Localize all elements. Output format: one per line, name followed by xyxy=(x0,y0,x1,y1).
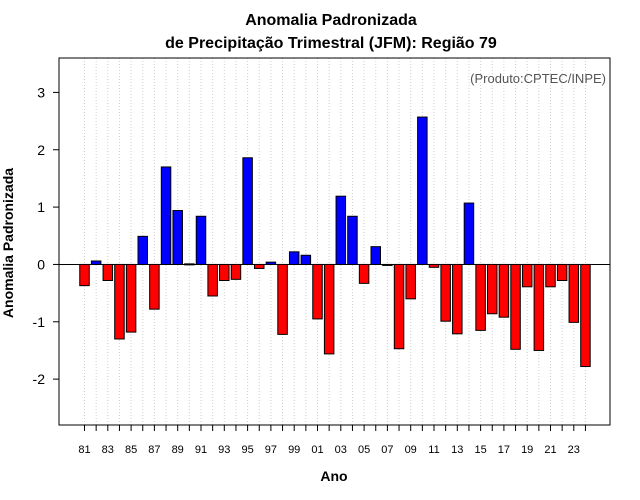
bar-2014: 2014: 1.07 xyxy=(463,202,475,265)
bar-1984: 1984: -1.3 xyxy=(114,263,125,340)
x-tick-label: 13 xyxy=(451,444,463,456)
x-tick-label: 95 xyxy=(241,444,253,456)
y-axis: -2 -1 0 1 2 3 xyxy=(33,84,59,387)
x-tick-label: 85 xyxy=(125,444,137,456)
bar-2011: 2011: -0.05 xyxy=(428,263,440,268)
bar-2008: 2008: -1.47 xyxy=(393,263,405,350)
x-tick-label: 93 xyxy=(218,444,230,456)
bar-1993: 1993: -0.28 xyxy=(219,263,230,281)
x-axis: 81 83 85 87 89 91 93 95 97 99 01 03 05 07 09 11 13 15 17 19… xyxy=(78,425,586,456)
bar-1997: 1997: 0.04 xyxy=(265,261,277,265)
x-tick-label: 91 xyxy=(195,444,207,456)
bar-2000: 2000: 0.16 xyxy=(300,254,312,265)
x-tick-label: 19 xyxy=(521,444,533,456)
bar-2017: 2017: -0.92 xyxy=(498,263,510,318)
x-tick-label: 99 xyxy=(288,444,300,456)
x-axis-title: Ano xyxy=(320,468,347,484)
grid xyxy=(84,58,586,425)
bar-2001: 2001: -0.95 xyxy=(312,263,323,320)
x-tick-label: 07 xyxy=(381,444,393,456)
bar-2007: 2007: 0 xyxy=(382,263,393,266)
x-tick-label: 05 xyxy=(358,444,370,456)
bar-2022: 2022: -0.28 xyxy=(556,263,568,281)
bar-2019: 2019: -0.39 xyxy=(521,263,533,288)
plot-frame xyxy=(58,57,611,426)
bar-1994: 1994: -0.26 xyxy=(230,263,242,280)
bar-2024: 2024: -1.78 xyxy=(580,263,591,368)
bar-2009: 2009: -0.6 xyxy=(405,263,416,300)
bar-2012: 2012: -0.99 xyxy=(440,263,451,322)
bar-2004: 2004: 0.84 xyxy=(347,215,358,265)
bar-1990: 1990: 0.01 xyxy=(184,263,195,266)
x-tick-label: 17 xyxy=(498,444,510,456)
x-tick-label: 23 xyxy=(568,444,580,456)
source-annotation: (Produto:CPTEC/INPE) xyxy=(470,71,606,86)
bars: 1981: -0.371982: 0.061983: -0.281984: -1… xyxy=(79,116,591,368)
bar-1991: 1991: 0.84 xyxy=(195,215,207,265)
x-tick-label: 09 xyxy=(405,444,417,456)
x-tick-label: 81 xyxy=(78,444,90,456)
y-tick-label: 2 xyxy=(37,142,45,158)
bar-1989: 1989: 0.94 xyxy=(172,210,183,265)
bar-2023: 2023: -1.01 xyxy=(568,263,580,323)
x-tick-label: 89 xyxy=(172,444,184,456)
bar-2006: 2006: 0.31 xyxy=(370,246,381,265)
bar-1985: 1985: -1.18 xyxy=(125,263,137,333)
bar-2010: 2010: 2.57 xyxy=(417,116,428,265)
bar-2016: 2016: -0.86 xyxy=(487,263,498,315)
x-tick-label: 87 xyxy=(148,444,160,456)
x-tick-label: 97 xyxy=(265,444,277,456)
y-tick-label: -2 xyxy=(33,371,46,387)
y-tick-label: -1 xyxy=(33,314,46,330)
bar-2020: 2020: -1.5 xyxy=(533,263,545,351)
bar-2015: 2015: -1.15 xyxy=(475,263,486,331)
chart-subtitle: de Precipitação Trimestral (JFM): Região… xyxy=(165,35,497,52)
bar-1995: 1995: 1.86 xyxy=(242,157,253,265)
x-tick-label: 83 xyxy=(102,444,114,456)
bar-2002: 2002: -1.56 xyxy=(323,263,335,355)
bar-1982: 1982: 0.06 xyxy=(90,260,102,265)
bar-1998: 1998: -1.22 xyxy=(277,263,288,335)
x-tick-label: 21 xyxy=(544,444,556,456)
y-axis-title: Anomalia Padronizada xyxy=(0,168,16,318)
bar-2003: 2003: 1.19 xyxy=(335,195,347,265)
x-tick-label: 01 xyxy=(311,444,323,456)
bar-2021: 2021: -0.39 xyxy=(545,263,556,288)
bar-2013: 2013: -1.21 xyxy=(452,263,463,335)
bar-1999: 1999: 0.22 xyxy=(288,251,300,265)
bar-1988: 1988: 1.7 xyxy=(160,166,172,265)
y-tick-label: 3 xyxy=(37,84,45,100)
bar-1986: 1986: 0.49 xyxy=(137,235,148,265)
bar-2018: 2018: -1.48 xyxy=(510,263,521,350)
bar-1981: 1981: -0.37 xyxy=(79,263,90,287)
bar-1983: 1983: -0.28 xyxy=(102,263,114,281)
x-tick-label: 11 xyxy=(428,444,439,456)
y-tick-label: 0 xyxy=(37,256,45,272)
bar-1987: 1987: -0.78 xyxy=(149,263,160,310)
bar-1992: 1992: -0.55 xyxy=(207,263,218,297)
bar-2005: 2005: -0.33 xyxy=(358,263,370,284)
x-tick-label: 15 xyxy=(474,444,486,456)
chart-title: Anomalia Padronizada xyxy=(245,12,417,29)
x-tick-label: 03 xyxy=(335,444,347,456)
bar-1996: 1996: -0.07 xyxy=(254,263,265,269)
y-tick-label: 1 xyxy=(37,199,45,215)
